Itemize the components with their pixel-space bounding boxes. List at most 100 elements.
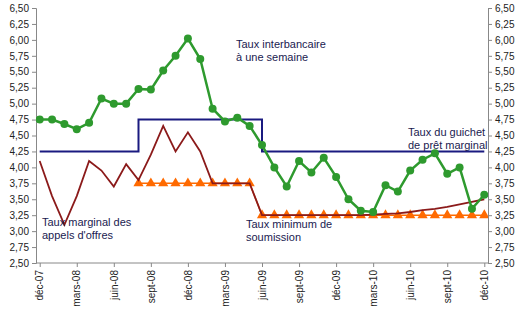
series-marker — [36, 116, 44, 124]
x-tick-mark — [262, 263, 263, 267]
series-label: Taux interbancaireà une semaine — [236, 38, 326, 63]
series-marker — [60, 120, 68, 128]
series-marker — [295, 157, 303, 165]
x-tick-label: déc-09 — [331, 270, 342, 301]
y2-axis-tick: 2,50 — [488, 258, 515, 269]
x-tick-mark — [77, 263, 78, 267]
y2-axis-tick: 3,25 — [488, 210, 515, 221]
y2-axis-tick: 2,75 — [488, 242, 515, 253]
series-marker — [258, 141, 266, 149]
y-axis-tick-mark — [32, 263, 36, 264]
x-tick-mark — [336, 263, 337, 267]
y-axis-tick-mark — [32, 151, 36, 152]
series-marker — [332, 173, 340, 181]
y-axis-tick: 4,00 — [10, 162, 36, 173]
series-marker — [381, 181, 389, 189]
y-axis-tick-label: 6,00 — [10, 35, 30, 46]
y-axis-tick-label: 4,75 — [10, 114, 30, 125]
series-marker — [146, 177, 156, 186]
y2-axis-tick-label: 4,50 — [495, 130, 515, 141]
series-marker — [480, 191, 488, 199]
y2-axis-tick: 3,00 — [488, 226, 515, 237]
series-marker — [195, 177, 205, 186]
y-axis-tick: 5,00 — [10, 98, 36, 109]
x-tick: juin-09 — [257, 263, 268, 301]
y2-axis-tick-mark — [488, 24, 492, 25]
y2-axis-tick-label: 5,25 — [495, 82, 515, 93]
plot: déc-07mars-08juin-08sept-08déc-08mars-09… — [10, 3, 515, 307]
y2-axis-tick: 5,00 — [488, 98, 515, 109]
series-marker — [479, 209, 488, 218]
series-marker — [283, 183, 291, 191]
y-axis-tick: 6,25 — [10, 19, 36, 30]
series-marker — [48, 116, 56, 124]
y-axis-tick: 5,75 — [10, 51, 36, 62]
y2-axis-tick-mark — [488, 247, 492, 248]
y2-axis-tick-mark — [488, 72, 492, 73]
y-axis-tick-mark — [32, 167, 36, 168]
x-tick: sept-09 — [294, 263, 305, 303]
y2-axis-tick-label: 2,50 — [495, 258, 515, 269]
series-marker — [221, 117, 229, 125]
y2-axis-tick-label: 2,75 — [495, 242, 515, 253]
x-tick-mark — [114, 263, 115, 267]
series-marker — [110, 100, 118, 108]
y2-axis-tick-mark — [488, 263, 492, 264]
x-tick: déc-08 — [183, 263, 194, 301]
x-tick: mars-09 — [220, 263, 231, 307]
x-tick-mark — [225, 263, 226, 267]
y-axis-tick-label: 2,50 — [10, 258, 30, 269]
x-tick-mark — [373, 263, 374, 267]
x-tick-mark — [40, 263, 41, 267]
x-tick-mark — [447, 263, 448, 267]
y-axis-tick-mark — [32, 24, 36, 25]
y2-axis-tick-mark — [488, 120, 492, 121]
x-tick-label: sept-09 — [294, 270, 305, 304]
y-axis-tick-mark — [32, 183, 36, 184]
series-label: Taux du guichetde prêt marginal — [408, 126, 488, 151]
y-axis-tick-mark — [32, 231, 36, 232]
y2-axis-tick-mark — [488, 136, 492, 137]
x-tick-label: déc-07 — [34, 270, 45, 301]
x-tick-label: mars-10 — [368, 270, 379, 307]
series-marker — [331, 209, 341, 218]
y2-axis-tick: 3,50 — [488, 194, 515, 205]
series-marker — [307, 168, 315, 176]
y2-axis: 2,502,753,003,253,503,754,004,254,504,75… — [488, 3, 515, 269]
series-marker — [454, 209, 464, 218]
y-axis-tick: 5,25 — [10, 82, 36, 93]
y2-axis-tick-label: 4,00 — [495, 162, 515, 173]
y2-axis-tick: 4,75 — [488, 114, 515, 125]
x-tick-mark — [410, 263, 411, 267]
y2-axis-tick-mark — [488, 56, 492, 57]
x-tick-label: juin-10 — [405, 270, 416, 301]
series-marker — [147, 86, 155, 94]
y-axis-tick-label: 4,50 — [10, 130, 30, 141]
x-tick-label: mars-09 — [220, 270, 231, 307]
series-marker — [357, 207, 365, 215]
y-axis-tick-label: 5,50 — [10, 66, 30, 77]
series-marker — [343, 209, 353, 218]
y2-axis-tick: 5,75 — [488, 51, 515, 62]
x-tick: déc-10 — [479, 263, 490, 301]
x-tick: juin-10 — [405, 263, 416, 301]
x-tick-mark — [484, 263, 485, 267]
y-axis-tick-label: 3,00 — [10, 226, 30, 237]
series-marker — [456, 163, 464, 171]
series-marker — [419, 156, 427, 164]
series-marker — [135, 85, 143, 93]
y2-axis-tick-label: 4,75 — [495, 114, 515, 125]
x-tick-label: sept-08 — [146, 270, 157, 304]
y-axis-tick-mark — [32, 88, 36, 89]
series-label: Taux marginal desappels d'offres — [42, 216, 132, 241]
y-axis-tick-mark — [32, 56, 36, 57]
y-axis-tick: 5,50 — [10, 66, 36, 77]
x-tick: juin-08 — [109, 263, 120, 301]
series-marker — [184, 35, 192, 43]
x-tick: déc-09 — [331, 263, 342, 301]
x-tick-label: juin-08 — [109, 270, 120, 301]
x-tick-label: déc-10 — [479, 270, 490, 301]
y-axis-tick-mark — [32, 40, 36, 41]
y2-axis-tick-mark — [488, 183, 492, 184]
y-axis-tick-label: 3,25 — [10, 210, 30, 221]
